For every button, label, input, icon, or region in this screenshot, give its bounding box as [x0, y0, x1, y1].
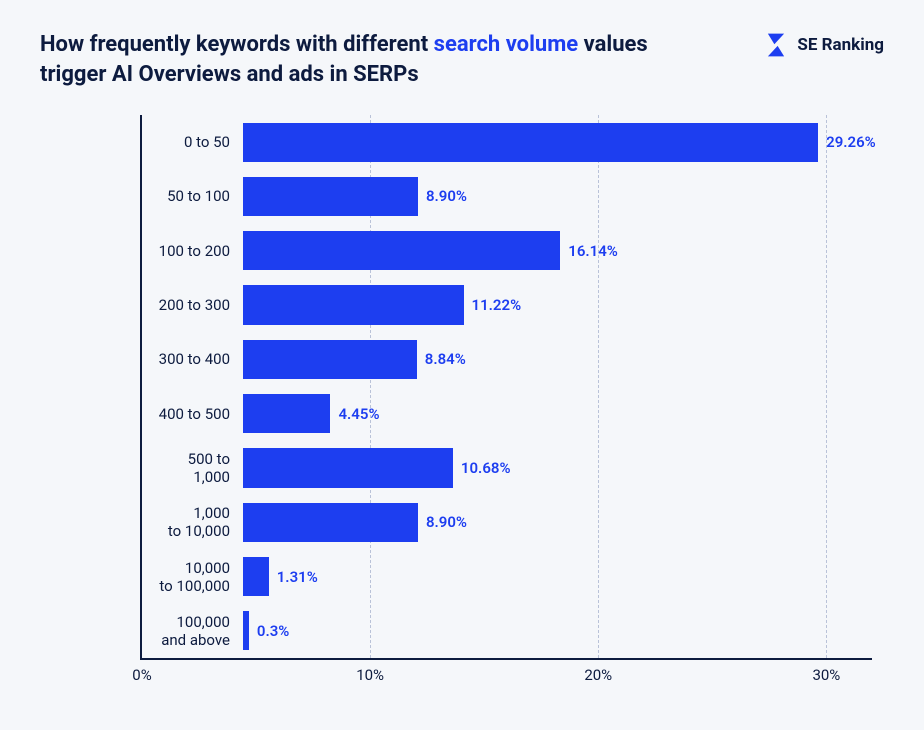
- title-accent: search volume: [434, 32, 579, 57]
- bar-value-label: 11.22%: [472, 296, 522, 314]
- y-category-label: 200 to 300: [159, 296, 242, 314]
- bar-row: 50 to 100 8.90%: [142, 169, 872, 223]
- bar: [243, 503, 418, 542]
- plot-area: 0%10%20%30% 0 to 5029.26%50 to 1008.90%1…: [140, 115, 872, 660]
- bar: [243, 231, 560, 270]
- title-pre: How frequently keywords with different: [40, 32, 434, 57]
- bar-row: 0 to 5029.26%: [142, 115, 872, 169]
- chart-card: How frequently keywords with different s…: [0, 0, 924, 730]
- bar: [243, 340, 417, 379]
- y-category-label: 100,000 and above: [161, 613, 242, 649]
- bar-value-label: 10.68%: [461, 459, 511, 477]
- bar-value-label: 1.31%: [277, 568, 318, 586]
- bar-row: 100 to 200 16.14%: [142, 224, 872, 278]
- bar: [243, 611, 249, 650]
- bar-row: 1,000 to 10,000 8.90%: [142, 495, 872, 549]
- brand-name: SE Ranking: [797, 35, 884, 55]
- chart: 0%10%20%30% 0 to 5029.26%50 to 1008.90%1…: [40, 115, 884, 700]
- bar-row: 200 to 300 11.22%: [142, 278, 872, 332]
- bar-row: 300 to 400 8.84%: [142, 332, 872, 386]
- bar-row: 400 to 500 4.45%: [142, 387, 872, 441]
- y-category-label: 400 to 500: [159, 405, 242, 423]
- bar-value-label: 29.26%: [826, 133, 876, 151]
- y-category-label: 300 to 400: [159, 350, 242, 368]
- x-tick-label: 30%: [812, 666, 840, 684]
- bar: [243, 557, 269, 596]
- x-tick-label: 10%: [356, 666, 384, 684]
- bar-value-label: 16.14%: [568, 242, 618, 260]
- bar: [243, 177, 418, 216]
- y-category-label: 500 to 1,000: [188, 450, 242, 486]
- chart-title: How frequently keywords with different s…: [40, 30, 700, 89]
- bar: [243, 123, 818, 162]
- x-tick-label: 0%: [132, 666, 151, 684]
- y-category-label: 100 to 200: [159, 242, 242, 260]
- bar: [243, 448, 453, 487]
- bar-row: 500 to 1,000 10.68%: [142, 441, 872, 495]
- bar-value-label: 4.45%: [338, 405, 379, 423]
- bar-value-label: 0.3%: [257, 622, 289, 640]
- bar-row: 100,000 and above 0.3%: [142, 604, 872, 658]
- bar-value-label: 8.90%: [426, 187, 467, 205]
- bars: 0 to 5029.26% 50 to 100 8.90% 100 to 200 16.…: [142, 115, 872, 658]
- header: How frequently keywords with different s…: [40, 30, 884, 89]
- bar: [243, 285, 464, 324]
- bar-row: 10,000 to 100,000 1.31%: [142, 549, 872, 603]
- y-category-label: 0 to 50: [184, 133, 242, 151]
- y-category-label: 10,000 to 100,000: [159, 559, 242, 595]
- y-category-label: 50 to 100: [167, 187, 242, 205]
- x-tick-label: 20%: [584, 666, 612, 684]
- bar-value-label: 8.84%: [425, 350, 466, 368]
- bar: [243, 394, 330, 433]
- y-category-label: 1,000 to 10,000: [168, 504, 242, 540]
- brand: SE Ranking: [763, 30, 884, 58]
- brand-logo-icon: [763, 32, 789, 58]
- bar-value-label: 8.90%: [426, 513, 467, 531]
